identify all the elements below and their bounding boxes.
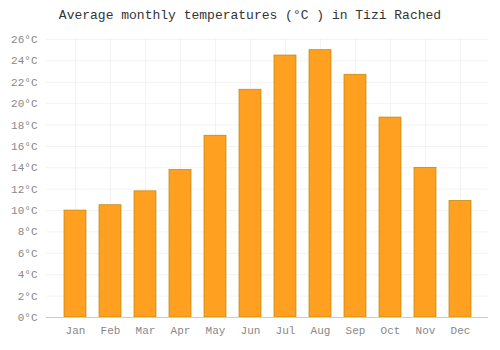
svg-text:Jul: Jul (276, 325, 296, 337)
svg-text:Sep: Sep (346, 325, 366, 337)
svg-text:Jun: Jun (241, 325, 261, 337)
svg-text:Aug: Aug (311, 325, 331, 337)
svg-text:20°C: 20°C (11, 98, 38, 110)
svg-text:10°C: 10°C (11, 205, 38, 217)
svg-text:Dec: Dec (451, 325, 471, 337)
svg-text:Feb: Feb (101, 325, 121, 337)
svg-text:16°C: 16°C (11, 141, 38, 153)
svg-text:May: May (206, 325, 226, 337)
svg-text:Nov: Nov (416, 325, 436, 337)
svg-text:6°C: 6°C (18, 248, 38, 260)
svg-text:Apr: Apr (171, 325, 191, 337)
svg-text:Jan: Jan (66, 325, 86, 337)
svg-text:14°C: 14°C (11, 162, 38, 174)
svg-text:Oct: Oct (381, 325, 401, 337)
svg-text:26°C: 26°C (11, 34, 38, 46)
svg-text:0°C: 0°C (18, 312, 38, 324)
svg-text:22°C: 22°C (11, 77, 38, 89)
svg-text:Mar: Mar (136, 325, 156, 337)
svg-text:4°C: 4°C (18, 269, 38, 281)
svg-text:18°C: 18°C (11, 120, 38, 132)
svg-text:24°C: 24°C (11, 55, 38, 67)
svg-text:2°C: 2°C (18, 291, 38, 303)
svg-text:8°C: 8°C (18, 226, 38, 238)
html-text:Average monthly temperatures (: Average monthly temperatures (°C ) in Ti… (58, 8, 442, 23)
svg-text:12°C: 12°C (11, 184, 38, 196)
